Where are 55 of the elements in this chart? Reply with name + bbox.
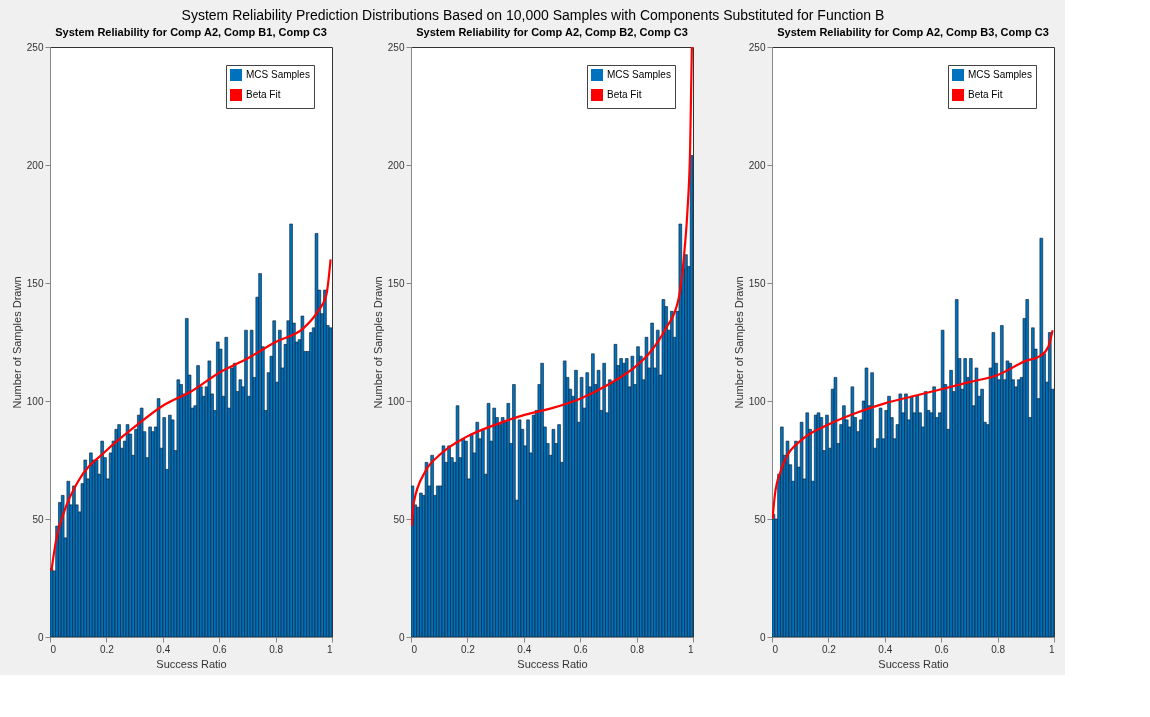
x-tick-label: 0.2 bbox=[460, 643, 476, 655]
y-tick-label: 200 bbox=[26, 159, 44, 171]
x-tick-label: 0.6 bbox=[573, 643, 589, 655]
x-tick-label: 0.8 bbox=[991, 643, 1006, 655]
y-axis-title: Number of Samples Drawn bbox=[10, 276, 23, 409]
x-axis-title: Success Ratio bbox=[517, 657, 588, 670]
y-tick-label: 50 bbox=[754, 513, 766, 525]
x-tick-label: 0.4 bbox=[878, 643, 893, 655]
legend-label: MCS Samples bbox=[968, 69, 1032, 80]
x-tick-label: 0.2 bbox=[821, 643, 837, 655]
y-tick-label: 200 bbox=[387, 159, 405, 171]
x-tick-label: 0.8 bbox=[630, 643, 645, 655]
y-tick-label: 50 bbox=[393, 513, 405, 525]
chart-title: System Reliability for Comp A2, Comp B1, Comp C3 bbox=[55, 26, 327, 38]
line-series bbox=[411, 47, 693, 528]
x-axis-title: Success Ratio bbox=[878, 657, 949, 670]
x-tick-label: 0 bbox=[411, 643, 418, 655]
legend-label: Beta Fit bbox=[607, 89, 642, 100]
y-tick-label: 0 bbox=[759, 631, 766, 643]
y-axis-title: Number of Samples Drawn bbox=[732, 276, 745, 409]
y-tick-label: 100 bbox=[748, 395, 766, 407]
y-tick-label: 50 bbox=[32, 513, 44, 525]
x-tick-label: 0.2 bbox=[99, 643, 115, 655]
y-tick-label: 250 bbox=[387, 41, 405, 53]
legend-label: MCS Samples bbox=[607, 69, 671, 80]
y-tick-label: 150 bbox=[748, 277, 766, 289]
text: System Reliability Prediction Distributions Based on 10,000 Samples with Components Substituted for Function B bbox=[181, 6, 885, 23]
y-tick-label: 150 bbox=[387, 277, 405, 289]
y-tick-label: 250 bbox=[26, 41, 44, 53]
x-axis-title: Success Ratio bbox=[156, 657, 227, 670]
y-tick-label: 100 bbox=[26, 395, 44, 407]
y-tick-label: 150 bbox=[26, 277, 44, 289]
x-tick-label: 0.6 bbox=[934, 643, 950, 655]
x-tick-label: 0 bbox=[50, 643, 57, 655]
chart-title: System Reliability for Comp A2, Comp B2, Comp C3 bbox=[416, 26, 688, 38]
y-tick-label: 250 bbox=[748, 41, 766, 53]
chart-title: System Reliability for Comp A2, Comp B3, Comp C3 bbox=[777, 26, 1049, 38]
x-tick-label: 1 bbox=[1048, 643, 1055, 655]
y-tick-label: 100 bbox=[387, 395, 405, 407]
x-tick-label: 0.4 bbox=[517, 643, 532, 655]
x-tick-label: 0.4 bbox=[156, 643, 171, 655]
y-tick-label: 0 bbox=[398, 631, 405, 643]
y-tick-label: 200 bbox=[748, 159, 766, 171]
legend-label: Beta Fit bbox=[968, 89, 1003, 100]
x-tick-label: 0.8 bbox=[269, 643, 284, 655]
x-tick-label: 0.6 bbox=[212, 643, 228, 655]
line-series bbox=[50, 258, 332, 573]
legend-label: Beta Fit bbox=[246, 89, 281, 100]
x-tick-label: 0 bbox=[772, 643, 779, 655]
x-tick-label: 1 bbox=[687, 643, 694, 655]
y-tick-label: 0 bbox=[37, 631, 44, 643]
x-tick-label: 1 bbox=[326, 643, 333, 655]
line-series bbox=[772, 329, 1054, 521]
legend-label: MCS Samples bbox=[246, 69, 310, 80]
y-axis-title: Number of Samples Drawn bbox=[371, 276, 384, 409]
